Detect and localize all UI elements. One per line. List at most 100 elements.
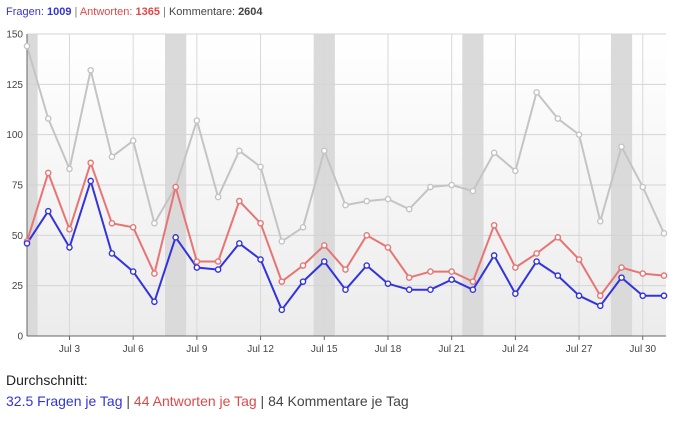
answers-point	[299, 262, 307, 269]
y-tick-label: 0	[17, 332, 23, 343]
answers-point	[44, 169, 52, 177]
questions-point	[384, 280, 392, 287]
separator: |	[74, 6, 78, 18]
answers-point	[363, 232, 371, 239]
average-comments: 84 Kommentare je Tag	[268, 393, 409, 409]
average-title: Durchschnitt:	[6, 372, 88, 388]
comments-point	[66, 165, 73, 173]
questions-point	[363, 262, 371, 269]
answers-point	[66, 225, 73, 233]
questions-point	[257, 256, 264, 263]
answers-point	[193, 258, 201, 265]
answers-point	[214, 258, 222, 265]
series-points	[23, 42, 668, 314]
comments-label: Kommentare:	[168, 6, 235, 18]
answers-point	[257, 219, 264, 227]
x-tick-label: Jul 6	[123, 344, 145, 355]
answers-point	[554, 234, 562, 241]
x-tick-label: Jul 15	[311, 344, 338, 355]
questions-total: 1009	[46, 6, 72, 18]
questions-point	[597, 302, 604, 310]
comments-point	[320, 147, 328, 155]
answers-point	[597, 292, 604, 300]
comments-point	[448, 181, 455, 189]
y-tick-label: 100	[6, 130, 23, 141]
comments-point	[384, 195, 392, 203]
comments-point	[469, 187, 477, 195]
comments-point	[554, 115, 562, 122]
questions-point	[278, 306, 286, 314]
questions-point	[448, 276, 455, 283]
x-tick-label: Jul 27	[566, 344, 593, 355]
comments-point	[342, 201, 349, 209]
x-tick-labels: Jul 3 Jul 6 Jul 9 Jul 12 Jul 15 Jul 18 Jul 21 J…	[59, 344, 657, 355]
comments-point	[214, 193, 222, 201]
comments-point	[618, 143, 625, 151]
answers-label: Antworten:	[79, 6, 133, 18]
totals-summary: Fragen: 1009 | Antworten: 1365 | Komment…	[6, 6, 263, 18]
comments-point	[597, 217, 604, 225]
y-tick-label: 75	[12, 181, 24, 192]
comments-point	[257, 163, 264, 171]
separator: |	[260, 393, 265, 409]
x-tick-label: Jul 12	[247, 344, 274, 355]
average-answers: 44 Antworten je Tag	[133, 393, 257, 409]
questions-point	[66, 244, 73, 251]
questions-point	[44, 207, 52, 215]
questions-point	[554, 272, 562, 279]
questions-point	[512, 290, 519, 298]
answers-point	[512, 264, 519, 271]
x-tick-label: Jul 24	[502, 344, 529, 355]
questions-point	[214, 266, 222, 273]
comments-point	[278, 238, 286, 245]
x-tick-label: Jul 9	[186, 344, 208, 355]
separator: |	[126, 393, 131, 409]
comments-point	[129, 137, 137, 145]
y-tick-labels: 0 25 50 75 100 125 150	[6, 30, 23, 343]
questions-point	[533, 258, 540, 265]
gridlines	[27, 33, 666, 340]
answers-point	[320, 242, 328, 249]
answers-point	[448, 268, 455, 275]
y-tick-label: 50	[12, 231, 24, 242]
comments-point	[512, 167, 519, 175]
separator: |	[163, 6, 166, 18]
comments-point	[363, 197, 371, 205]
answers-point	[660, 272, 668, 279]
questions-point	[151, 298, 158, 306]
questions-label: Fragen:	[6, 6, 44, 18]
x-tick-label: Jul 3	[59, 344, 81, 355]
answers-point	[618, 264, 625, 271]
questions-point	[129, 268, 137, 275]
questions-point	[405, 286, 413, 293]
questions-point	[87, 177, 94, 185]
answers-point	[469, 278, 477, 285]
answers-point	[129, 223, 137, 231]
comments-point	[108, 153, 116, 161]
questions-point	[193, 264, 201, 271]
questions-point	[575, 292, 583, 300]
answers-point	[151, 270, 158, 277]
questions-point	[320, 258, 328, 265]
questions-point	[639, 292, 647, 300]
comments-point	[533, 89, 540, 96]
questions-point	[490, 252, 498, 259]
answers-point	[87, 159, 94, 167]
questions-point	[660, 292, 668, 300]
x-tick-label: Jul 18	[375, 344, 402, 355]
questions-point	[108, 250, 116, 257]
answers-total: 1365	[135, 6, 160, 18]
questions-point	[299, 278, 307, 285]
comments-point	[151, 219, 158, 227]
y-tick-label: 125	[6, 80, 23, 91]
answers-point	[172, 183, 179, 191]
comments-point	[23, 42, 31, 50]
answers-point	[639, 270, 647, 277]
answers-point	[490, 221, 498, 229]
comments-point	[193, 117, 201, 124]
comments-point	[236, 147, 243, 155]
comments-point	[44, 115, 52, 122]
answers-point	[108, 219, 116, 227]
answers-point	[575, 256, 583, 263]
